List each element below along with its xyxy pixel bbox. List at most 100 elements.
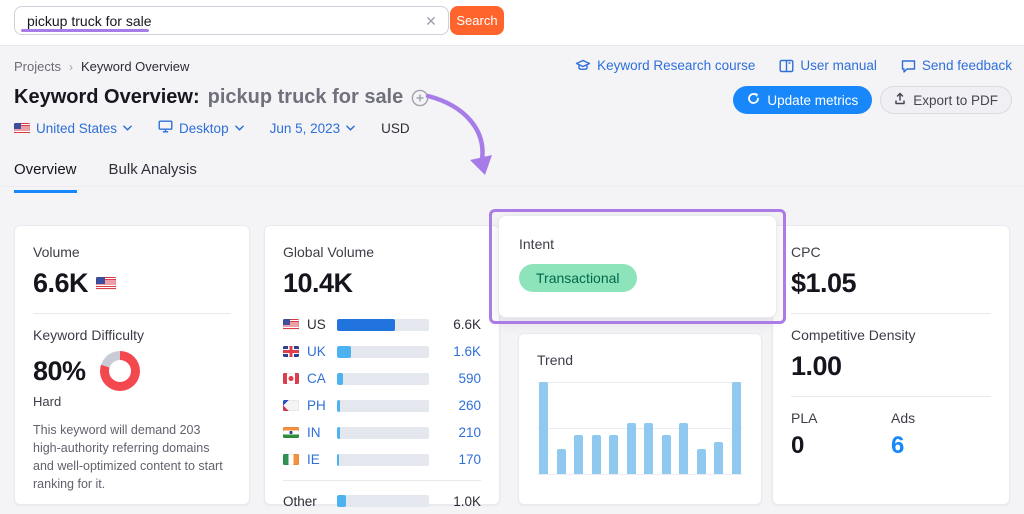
trend-bar [574,435,584,474]
gv-bar-fill [337,495,347,507]
gv-value[interactable]: 1.6K [453,344,481,359]
refresh-icon [747,92,760,108]
ca-flag-icon [283,373,299,384]
trend-bar [539,382,548,474]
difficulty-level: Hard [33,394,62,409]
gv-bar-track [337,372,429,385]
gv-value: 6.6K [453,317,481,332]
gv-country-label[interactable]: IN [307,425,321,440]
intent-label: Intent [519,236,555,252]
global-volume-rows: US 6.6K UK 1.6K CA 590 PH 260 IN 210 IE 170 Other 1.0… [283,311,481,514]
trend-bar [696,449,706,474]
card-divider [791,313,991,314]
device-filter[interactable]: Desktop [158,120,244,136]
gv-value: 1.0K [453,493,481,509]
export-to-pdf-button[interactable]: Export to PDF [880,86,1012,114]
gv-bar-fill [337,453,340,466]
upload-icon [894,92,906,108]
date-filter[interactable]: Jun 5, 2023 [270,121,356,136]
difficulty-description: This keyword will demand 203 high-author… [33,423,223,492]
help-links: Keyword Research course User manual Send… [575,58,1012,73]
keyword-difficulty-label: Keyword Difficulty [33,327,145,343]
trend-bars [539,382,741,474]
breadcrumb: Projects › Keyword Overview [14,59,189,74]
us-flag-icon [96,276,117,290]
us-flag-icon [283,319,299,330]
global-volume-row: US 6.6K [283,311,481,338]
page-title-keyword: pickup truck for sale [207,86,404,108]
keyword-difficulty-value: 80% [33,356,86,386]
us-flag-icon [14,122,30,134]
gv-country-label[interactable]: IE [307,452,320,467]
search-field[interactable]: ✕ [14,6,449,35]
gv-value[interactable]: 590 [458,371,481,386]
intent-card: Intent Transactional [498,215,777,318]
gv-bar-track [337,453,429,466]
volume-label: Volume [33,244,80,260]
trend-chart [537,382,743,475]
global-volume-row: Other 1.0K [283,480,481,514]
gv-country-label[interactable]: CA [307,371,326,386]
pla-label: PLA [791,410,818,426]
global-volume-row: CA 590 [283,365,481,392]
card-divider [33,313,231,314]
card-divider [791,396,991,397]
tab-overview[interactable]: Overview [14,161,77,193]
trend-card: Trend [518,333,762,505]
competitive-density-label: Competitive Density [791,327,916,343]
global-volume-label: Global Volume [283,244,375,260]
trend-bar [591,435,601,474]
chevron-down-icon [346,125,355,131]
competitive-density-value: 1.00 [791,351,842,381]
trend-bar [609,435,619,474]
gridline [537,382,743,383]
volume-card: Volume 6.6K Keyword Difficulty 80% Hard … [14,225,250,505]
cpc-label: CPC [791,244,821,260]
trend-bar [679,423,689,474]
gv-value[interactable]: 260 [458,398,481,413]
update-metrics-button[interactable]: Update metrics [733,86,873,114]
breadcrumb-projects[interactable]: Projects [14,59,61,74]
monitor-icon [158,120,173,136]
tab-bulk-analysis[interactable]: Bulk Analysis [108,161,197,178]
country-filter[interactable]: United States [14,121,132,136]
search-input[interactable] [15,7,448,34]
gv-bar-fill [337,399,341,412]
gridline [537,428,743,429]
chevron-down-icon [123,125,132,131]
clear-search-icon[interactable]: ✕ [425,13,437,29]
global-volume-card: Global Volume 10.4K US 6.6K UK 1.6K CA 590 PH 2… [264,225,500,509]
search-button[interactable]: Search [450,6,504,35]
title-row: Keyword Overview: pickup truck for sale [14,86,429,109]
keyword-research-course-link[interactable]: Keyword Research course [575,58,755,73]
global-volume-row: PH 260 [283,392,481,419]
book-icon [779,59,794,73]
trend-bar [731,382,741,474]
user-manual-link[interactable]: User manual [779,58,877,73]
gv-bar-track [337,495,429,507]
global-volume-row: UK 1.6K [283,338,481,365]
send-feedback-link[interactable]: Send feedback [901,58,1012,73]
global-volume-value: 10.4K [283,268,353,298]
gv-bar-track [337,318,429,331]
intent-badge[interactable]: Transactional [519,264,637,292]
gv-value[interactable]: 170 [458,452,481,467]
uk-flag-icon [283,346,299,357]
ph-flag-icon [283,400,299,411]
gv-country-label[interactable]: PH [307,398,326,413]
cpc-value: $1.05 [791,268,857,298]
gv-country-label[interactable]: UK [307,344,326,359]
volume-value: 6.6K [33,268,89,298]
ads-label: Ads [891,410,916,426]
gv-bar-fill [337,372,343,385]
breadcrumb-current: Keyword Overview [80,59,190,74]
currency-label: USD [381,120,410,136]
ads-value[interactable]: 6 [891,432,905,459]
gv-country-label: Other [283,493,317,509]
in-flag-icon [283,427,299,438]
gv-value[interactable]: 210 [458,425,481,440]
global-volume-row: IN 210 [283,419,481,446]
header-buttons: Update metrics Export to PDF [733,86,1012,114]
top-search-bar: ✕ Search [0,0,1024,46]
add-keyword-icon[interactable] [411,89,429,107]
